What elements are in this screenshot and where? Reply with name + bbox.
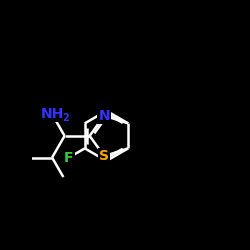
Text: N: N: [98, 109, 110, 123]
Text: S: S: [99, 149, 109, 163]
Text: F: F: [64, 150, 74, 164]
Text: NH: NH: [40, 107, 64, 121]
Text: 2: 2: [63, 112, 70, 122]
